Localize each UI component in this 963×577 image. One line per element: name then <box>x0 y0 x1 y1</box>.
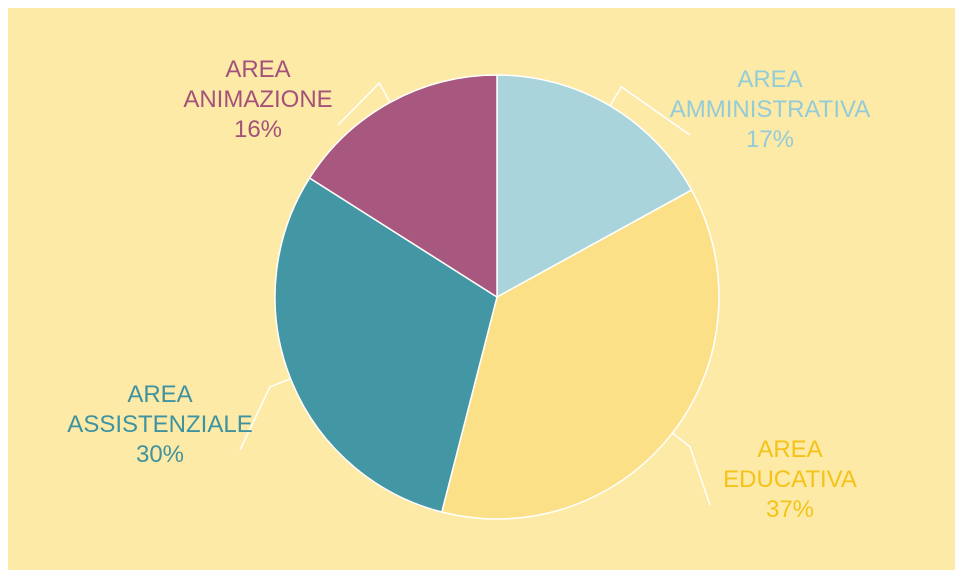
value-label: 37% <box>765 496 815 523</box>
value-label: 30% <box>135 441 185 468</box>
pie-slice <box>496 74 693 299</box>
data-label: AREA ASSISTENZIALE 30% <box>67 380 252 470</box>
data-label: AREA AMMINISTRATIVA 17% <box>670 65 870 155</box>
data-label: AREA EDUCATIVA 37% <box>723 435 857 525</box>
data-label: AREA ANIMAZIONE 16% <box>183 55 332 145</box>
category-label: AREA ANIMAZIONE <box>183 56 333 113</box>
value-label: 17% <box>745 126 795 153</box>
leader-line <box>671 432 711 506</box>
leader-line <box>609 85 691 136</box>
leader-line <box>337 81 391 126</box>
pie-slice <box>274 177 498 513</box>
pie-slice <box>440 189 720 520</box>
category-label: AREA ASSISTENZIALE <box>67 381 253 438</box>
category-label: AREA EDUCATIVA <box>723 436 857 493</box>
value-label: 16% <box>233 116 283 143</box>
leader-line <box>239 378 291 451</box>
category-label: AREA AMMINISTRATIVA <box>669 66 871 123</box>
